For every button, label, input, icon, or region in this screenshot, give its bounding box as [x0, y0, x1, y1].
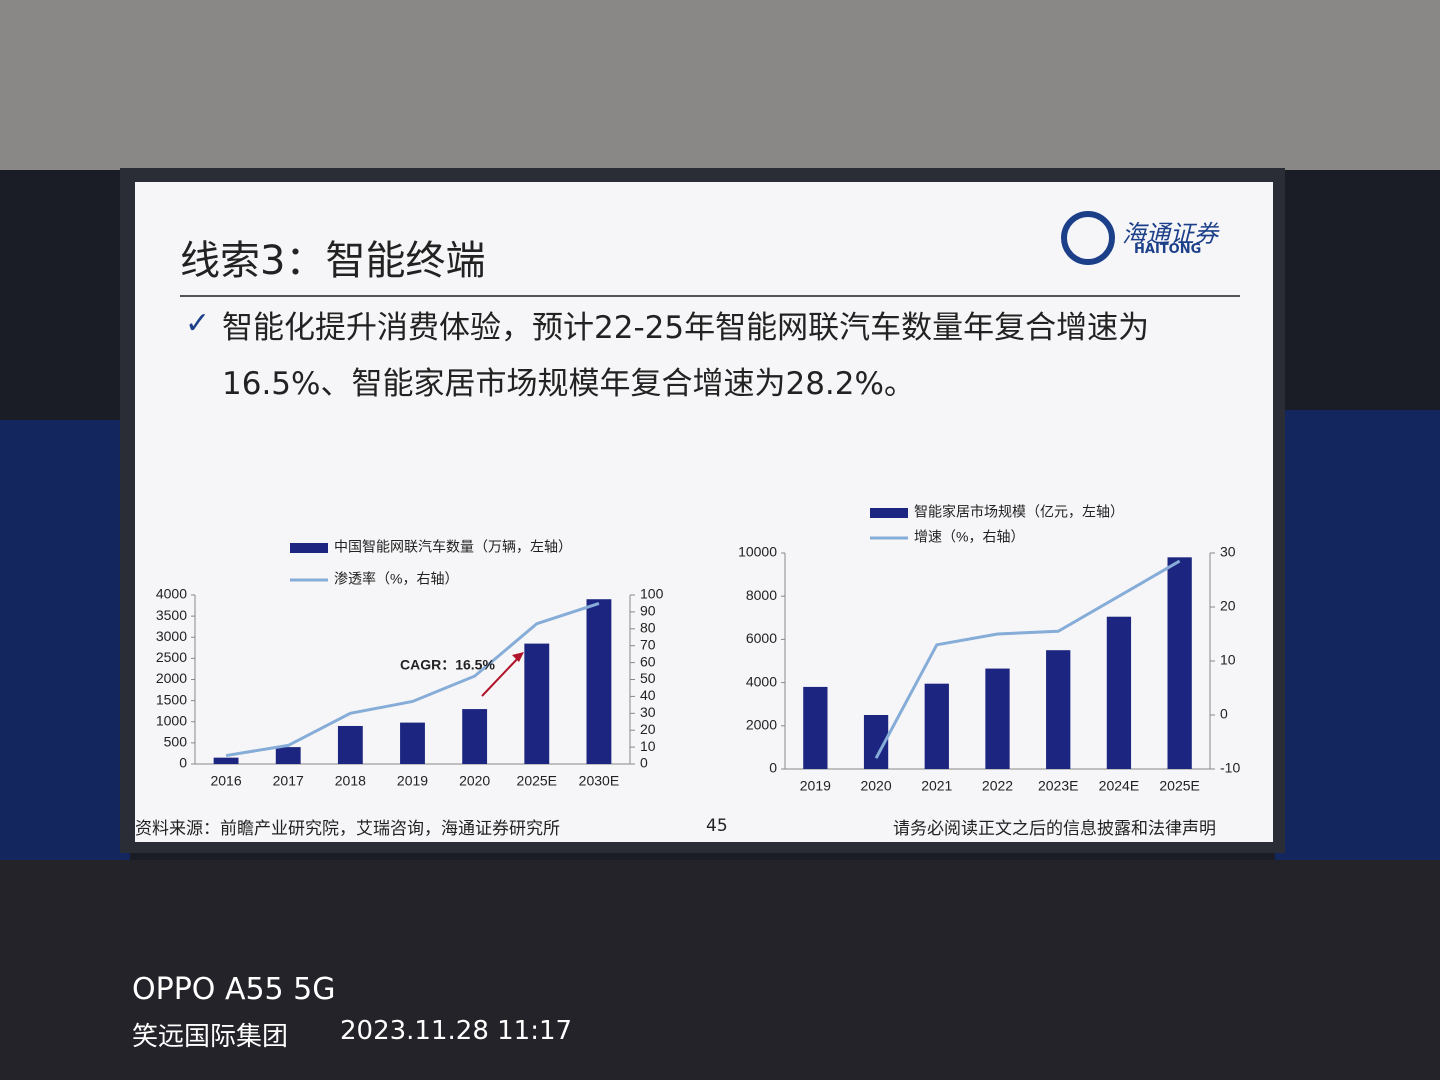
line	[225, 602, 600, 758]
bar	[213, 757, 239, 764]
bar	[985, 668, 1010, 769]
legend-label: 智能家居市场规模（亿元，左轴）	[914, 504, 1124, 520]
y2-tick-label: 30	[640, 704, 656, 720]
y-tick-label: 0	[179, 755, 187, 771]
y-tick-label: 1500	[156, 691, 187, 707]
y-tick-label: 2000	[156, 670, 187, 686]
x-tick-label: 2023E	[1038, 778, 1078, 794]
y-tick-label: 4000	[156, 586, 187, 602]
check-icon: ✓	[185, 306, 211, 341]
bar	[1106, 616, 1132, 769]
side-screen	[1275, 410, 1440, 900]
x-tick-label: 2019	[800, 778, 831, 794]
x-tick-label: 2017	[273, 773, 304, 789]
y2-tick-label: 80	[640, 620, 656, 636]
y2-tick-label: 20	[1220, 598, 1236, 614]
x-tick-label: 2018	[335, 773, 366, 789]
y-tick-label: 0	[769, 760, 777, 776]
legend-label: 渗透率（%，右轴）	[334, 571, 458, 587]
bar	[1167, 557, 1192, 769]
watermark-time: 2023.11.28 11:17	[340, 1016, 573, 1046]
x-tick-label: 2030E	[579, 773, 619, 789]
logo-mark	[1061, 211, 1115, 265]
bar	[400, 722, 425, 764]
watermark-owner: 笑远国际集团	[132, 1022, 289, 1052]
x-tick-label: 2025E	[1159, 778, 1199, 794]
slide	[135, 182, 1273, 842]
y-tick-label: 2500	[156, 649, 187, 665]
bar	[924, 683, 949, 769]
legend-swatch	[290, 543, 328, 553]
y2-tick-label: 100	[640, 586, 664, 602]
logo-text: 海通证券	[1122, 220, 1218, 248]
y2-tick-label: 10	[1220, 652, 1236, 668]
x-tick-label: 2019	[397, 773, 428, 789]
y2-tick-label: 90	[640, 603, 656, 619]
annotation-arrowhead	[512, 652, 524, 662]
y2-tick-label: 30	[1220, 544, 1236, 560]
x-tick-label: 2020	[459, 773, 490, 789]
x-tick-label: 2016	[210, 773, 241, 789]
annotation: CAGR：16.5%	[400, 657, 495, 673]
bar	[337, 725, 363, 764]
audience	[0, 860, 1440, 1080]
side-screen	[0, 420, 130, 900]
y2-tick-label: 0	[640, 755, 648, 771]
x-tick-label: 2020	[860, 778, 891, 794]
y-tick-label: 1000	[156, 712, 187, 728]
ceiling	[0, 0, 1440, 170]
x-tick-label: 2022	[982, 778, 1013, 794]
legend-label: 增速（%，右轴）	[914, 529, 1024, 545]
y-tick-label: 3500	[156, 607, 187, 623]
y2-tick-label: 60	[640, 653, 656, 669]
source-note: 资料来源：前瞻产业研究院，艾瑞咨询，海通证券研究所	[135, 819, 560, 839]
bar	[275, 747, 301, 764]
bar	[462, 709, 488, 764]
y-tick-label: 6000	[746, 630, 777, 646]
x-tick-label: 2025E	[517, 773, 557, 789]
x-tick-label: 2021	[921, 778, 952, 794]
bar	[1046, 650, 1071, 769]
y2-tick-label: 40	[640, 687, 656, 703]
y-tick-label: 500	[164, 734, 188, 750]
bar	[803, 686, 828, 769]
y-tick-label: 2000	[746, 717, 777, 733]
y2-tick-label: -10	[1220, 760, 1240, 776]
disclaimer: 请务必阅读正文之后的信息披露和法律声明	[893, 819, 1216, 839]
y-tick-label: 3000	[156, 628, 187, 644]
y-tick-label: 10000	[738, 544, 777, 560]
y2-tick-label: 10	[640, 738, 656, 754]
annotation-arrow	[481, 655, 521, 697]
y2-tick-label: 20	[640, 721, 656, 737]
y-tick-label: 4000	[746, 673, 777, 689]
legend-label: 中国智能网联汽车数量（万辆，左轴）	[334, 539, 572, 555]
x-tick-label: 2024E	[1099, 778, 1139, 794]
legend-swatch	[870, 508, 908, 518]
bar	[524, 643, 550, 764]
logo-text: HAITONG	[1134, 242, 1202, 257]
y2-tick-label: 0	[1220, 706, 1228, 722]
bar	[586, 599, 612, 764]
watermark-device: OPPO A55 5G	[132, 972, 336, 1007]
slide-title: 线索3：智能终端	[180, 238, 486, 284]
y-tick-label: 8000	[746, 587, 777, 603]
line	[874, 559, 1181, 759]
bullet-text: 智能化提升消费体验，预计22-25年智能网联汽车数量年复合增速为16.5%、智能…	[222, 310, 1150, 402]
y2-tick-label: 50	[640, 670, 656, 686]
y2-tick-label: 70	[640, 636, 656, 652]
page-number: 45	[706, 816, 728, 836]
